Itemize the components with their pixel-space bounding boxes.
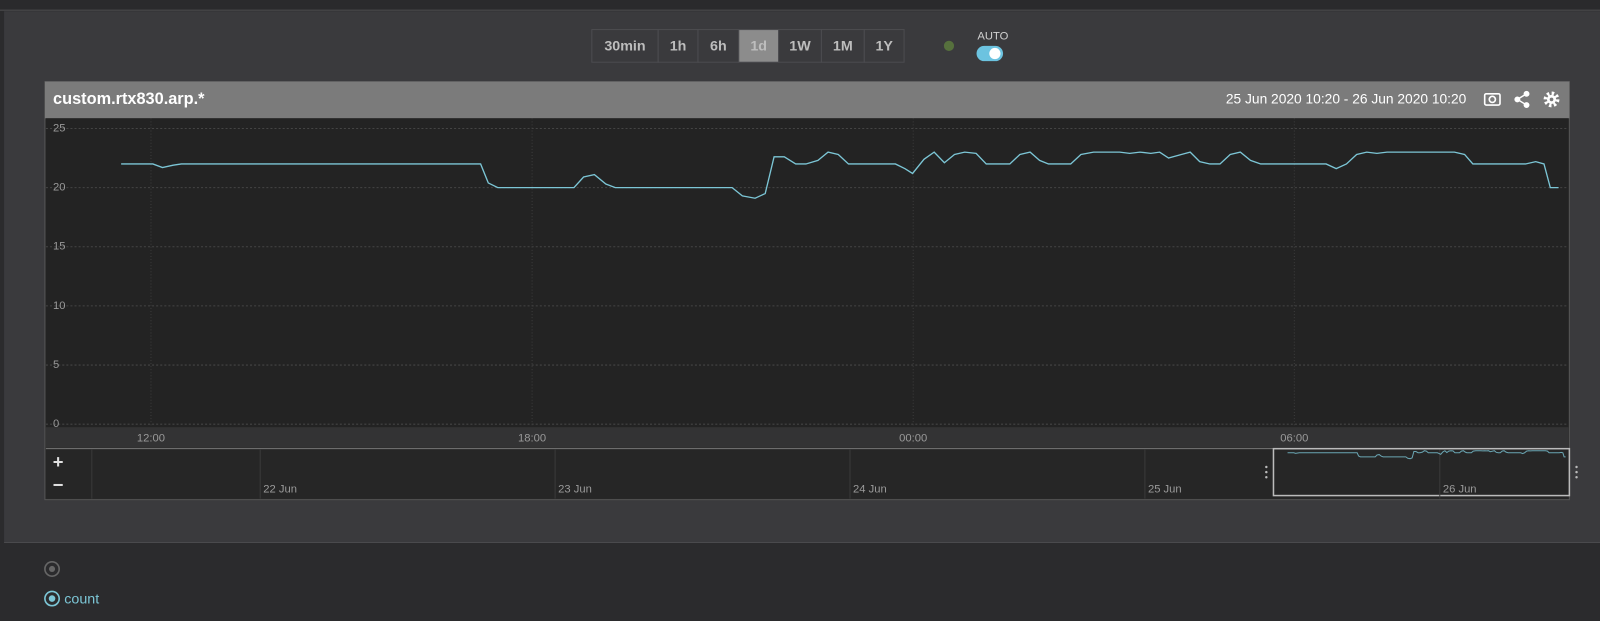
navigator-label: 25 Jun — [1148, 483, 1182, 495]
x-axis-strip — [45, 427, 1569, 448]
legend-marker-dot[interactable] — [48, 595, 56, 602]
range-button-label[interactable]: 30min — [604, 39, 645, 55]
handle-dot[interactable] — [1265, 470, 1268, 474]
date-range: 25 Jun 2020 10:20 - 26 Jun 2020 10:20 — [1226, 92, 1467, 107]
panel-title: custom.rtx830.arp.* — [53, 90, 205, 108]
legend-marker[interactable] — [44, 590, 60, 607]
navigator — [45, 448, 1569, 499]
range-button-label[interactable]: 1M — [833, 39, 853, 55]
handle-dot[interactable] — [1265, 475, 1268, 479]
range-button[interactable] — [778, 29, 822, 63]
handle-dot[interactable] — [1575, 475, 1578, 479]
legend-toggle-all[interactable] — [44, 561, 60, 577]
range-button[interactable] — [738, 29, 780, 63]
auto-toggle[interactable] — [976, 45, 1004, 62]
plot-area — [45, 118, 1569, 428]
snapshot-icon[interactable] — [1483, 92, 1501, 106]
navigator-line — [1287, 450, 1566, 460]
x-tick-label: 18:00 — [518, 432, 546, 444]
gear-hole[interactable] — [1549, 97, 1554, 102]
zoom-out[interactable]: − — [53, 474, 64, 495]
y-tick-label: 20 — [53, 182, 65, 194]
handle-dot[interactable] — [1575, 470, 1578, 474]
navigator-label: 22 Jun — [263, 483, 297, 495]
range-button[interactable] — [697, 29, 740, 63]
top-bar — [0, 0, 1600, 11]
share-icon[interactable] — [1514, 90, 1530, 108]
auto-label: AUTO — [977, 31, 1008, 43]
y-tick-label: 25 — [53, 122, 65, 134]
x-tick-label: 06:00 — [1280, 432, 1308, 444]
settings-icon[interactable] — [1543, 91, 1560, 108]
range-button[interactable] — [591, 29, 659, 63]
navigator-label: 26 Jun — [1443, 483, 1477, 495]
y-tick-label: 15 — [53, 241, 65, 253]
navigator-window[interactable] — [1272, 447, 1571, 497]
y-tick-label: 10 — [53, 300, 65, 312]
legend-label[interactable]: count — [64, 591, 99, 607]
legend-toggle-all-dot[interactable] — [48, 565, 56, 573]
y-tick-label: 5 — [53, 359, 59, 371]
panel-header — [44, 81, 1570, 119]
share-node[interactable] — [1514, 96, 1521, 103]
toggle-knob[interactable] — [989, 47, 1001, 60]
navigator-label: 23 Jun — [558, 483, 592, 495]
x-tick-label: 12:00 — [137, 432, 165, 444]
share-node[interactable] — [1523, 90, 1530, 97]
series-line — [121, 151, 1559, 199]
camera-lens[interactable] — [1488, 95, 1497, 104]
range-button-label[interactable]: 1h — [670, 39, 687, 55]
range-button[interactable] — [863, 29, 905, 63]
handle-dot[interactable] — [1575, 465, 1578, 469]
x-tick-label: 00:00 — [899, 432, 927, 444]
range-button-label[interactable]: 1Y — [875, 39, 893, 55]
camera-body[interactable] — [1483, 92, 1501, 106]
gear-teeth[interactable] — [1543, 91, 1560, 108]
zoom-in[interactable]: + — [53, 451, 64, 472]
range-button-label[interactable]: 1d — [750, 39, 767, 55]
handle-dot[interactable] — [1265, 465, 1268, 469]
y-tick-label: 0 — [53, 418, 59, 430]
range-button-label[interactable]: 6h — [710, 39, 727, 55]
range-button-label[interactable]: 1W — [789, 39, 811, 55]
navigator-label: 24 Jun — [853, 483, 887, 495]
range-button[interactable] — [820, 29, 865, 63]
navigator-handle[interactable] — [1265, 465, 1578, 479]
share-node[interactable] — [1523, 102, 1530, 108]
status-dot — [943, 40, 955, 51]
